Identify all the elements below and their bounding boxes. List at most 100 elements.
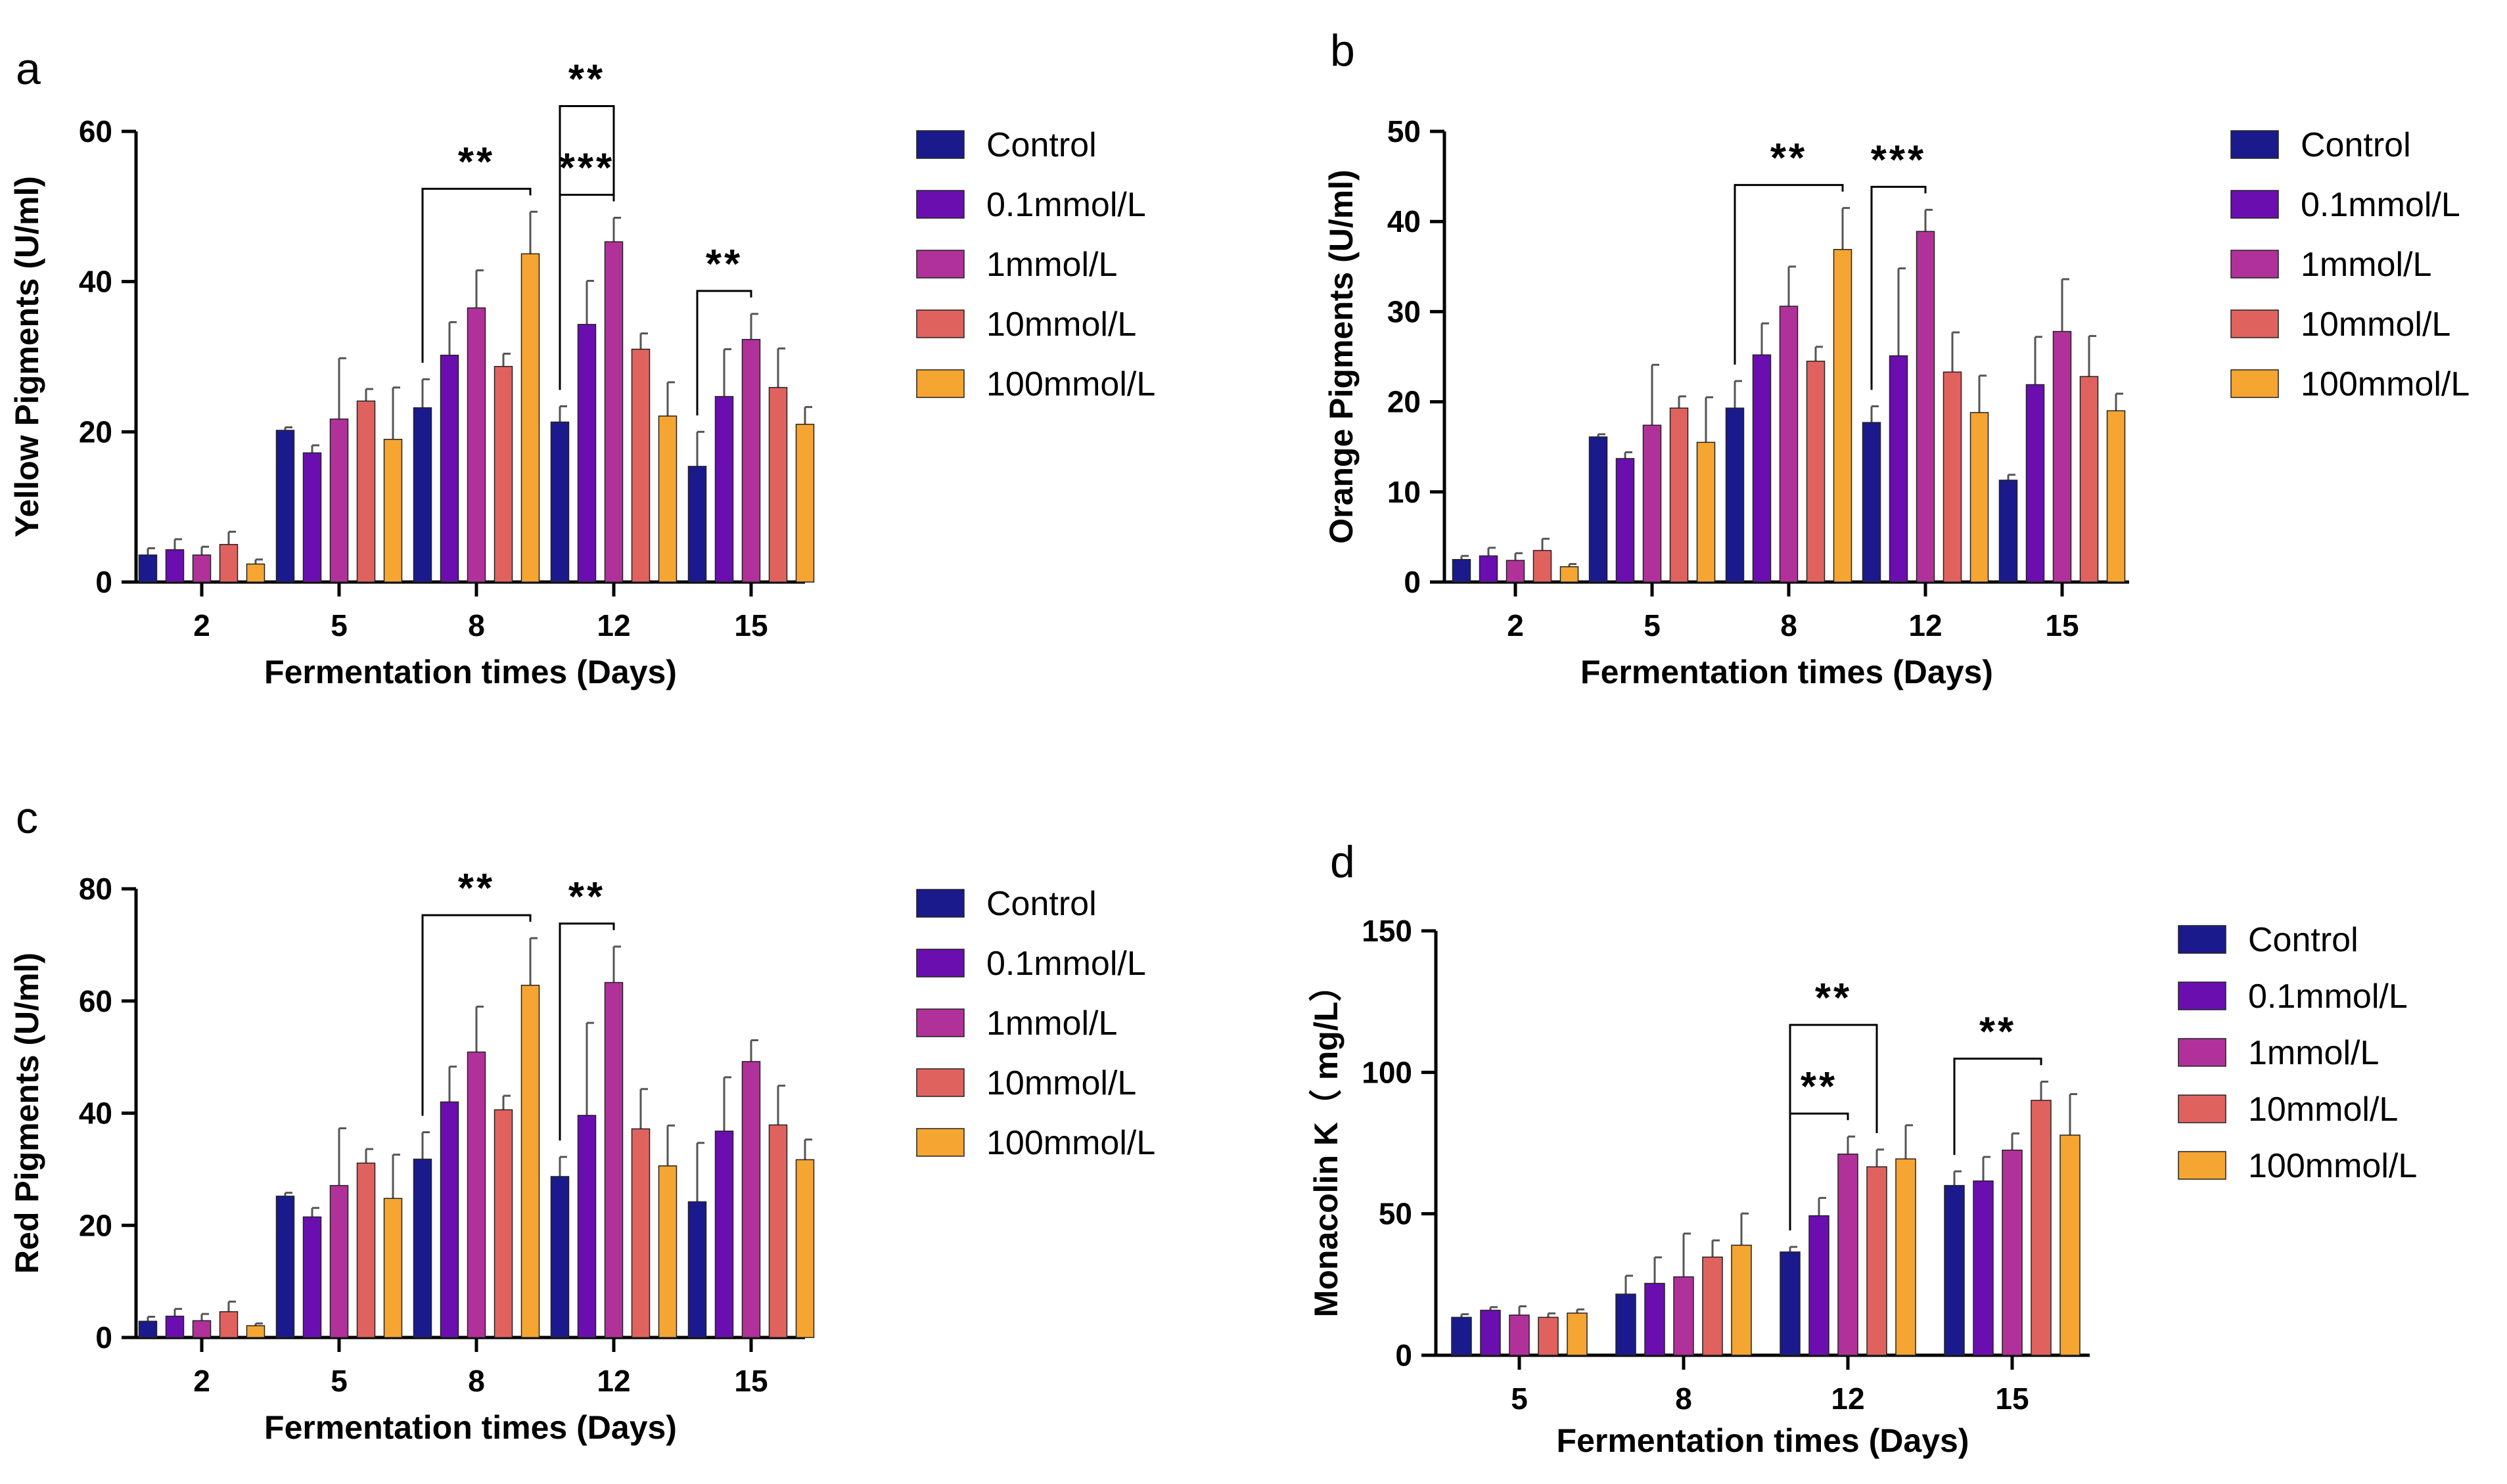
- significance-label: **: [1815, 976, 1852, 1021]
- bar-0.1mmol/L: [165, 549, 185, 583]
- bar-0.1mmol/L: [165, 1315, 185, 1338]
- legend-swatch: [2178, 1038, 2226, 1067]
- bar-1mmol/L: [741, 1061, 761, 1338]
- bar-Control: [550, 1176, 570, 1338]
- bar-100mmol/L: [246, 563, 265, 583]
- bar-100mmol/L: [1833, 248, 1852, 583]
- bar-10mmol/L: [1866, 1166, 1887, 1356]
- y-tick-label: 0: [1404, 565, 1421, 599]
- bar-100mmol/L: [1696, 441, 1716, 583]
- x-tick-label: 12: [1908, 608, 1942, 642]
- x-tick-label: 15: [2045, 608, 2079, 642]
- bar-Control: [1998, 480, 2018, 583]
- y-axis-title: Yellow Pigments (U/ml): [9, 176, 45, 537]
- bar-Control: [1944, 1184, 1965, 1356]
- legend-label: 10mmol/L: [986, 305, 1136, 344]
- legend-label: 1mmol/L: [2301, 246, 2431, 284]
- bar-1mmol/L: [192, 1320, 212, 1338]
- x-axis-title: Fermentation times (Days): [264, 1409, 677, 1446]
- bar-0.1mmol/L: [1644, 1282, 1665, 1356]
- legend-label: 100mmol/L: [986, 1124, 1155, 1162]
- bar-0.1mmol/L: [302, 1216, 322, 1338]
- legend-label: 100mmol/L: [2301, 365, 2470, 403]
- bar-1mmol/L: [1642, 424, 1662, 583]
- legend-swatch: [2178, 925, 2226, 954]
- x-tick-label: 2: [193, 608, 210, 642]
- y-tick-label: 0: [1395, 1338, 1412, 1372]
- legend-swatch: [2178, 1094, 2226, 1123]
- y-tick-label: 20: [79, 1208, 112, 1242]
- x-tick-label: 12: [597, 608, 630, 642]
- bar-10mmol/L: [356, 1162, 376, 1338]
- bar-100mmol/L: [1731, 1244, 1752, 1356]
- y-tick-label: 0: [95, 1320, 112, 1355]
- bar-0.1mmol/L: [302, 452, 322, 583]
- legend-label: 0.1mmol/L: [986, 945, 1146, 983]
- bar-100mmol/L: [246, 1325, 265, 1338]
- bar-Control: [1588, 436, 1608, 583]
- legend-swatch: [916, 369, 965, 398]
- bar-0.1mmol/L: [1973, 1180, 1994, 1356]
- bar-1mmol/L: [467, 1051, 486, 1338]
- significance-label: ***: [1871, 137, 1926, 183]
- bar-10mmol/L: [631, 348, 651, 583]
- bar-10mmol/L: [631, 1128, 651, 1338]
- legend-swatch: [916, 1008, 965, 1037]
- bar-10mmol/L: [1943, 371, 1962, 583]
- bar-1mmol/L: [329, 1184, 349, 1338]
- bar-10mmol/L: [2031, 1100, 2052, 1356]
- bar-100mmol/L: [383, 1198, 403, 1338]
- bar-Control: [275, 430, 295, 583]
- bar-100mmol/L: [1969, 412, 1989, 583]
- legend-swatch: [2230, 190, 2279, 219]
- legend-swatch: [2230, 250, 2279, 279]
- y-tick-label: 50: [1379, 1197, 1412, 1231]
- bar-100mmol/L: [2059, 1135, 2081, 1356]
- y-tick-label: 80: [79, 872, 112, 906]
- chart-panel-c: c 0 20 40 60 80 2 5 8 12 15 ** ** Red Pigments (U/ml)…: [9, 793, 1155, 1446]
- legend-label: 10mmol/L: [2248, 1091, 2398, 1129]
- bar-1mmol/L: [1509, 1315, 1530, 1356]
- x-tick-label: 5: [331, 1364, 348, 1398]
- bar-0.1mmol/L: [577, 1115, 597, 1338]
- bar-1mmol/L: [1673, 1276, 1694, 1356]
- panel-letter: b: [1330, 26, 1355, 76]
- bar-10mmol/L: [494, 1109, 513, 1338]
- bar-0.1mmol/L: [577, 324, 597, 583]
- y-tick-label: 40: [79, 265, 112, 299]
- y-axis-title: Monacolin K（ mg/L）: [1308, 969, 1345, 1318]
- significance-label: **: [1770, 136, 1807, 181]
- x-tick-label: 8: [1780, 608, 1797, 642]
- significance-bracket: [1734, 184, 1844, 365]
- bar-0.1mmol/L: [1889, 355, 1908, 583]
- bar-0.1mmol/L: [440, 1101, 459, 1338]
- bar-10mmol/L: [2079, 376, 2099, 583]
- chart-panel-d: d 0 50 100 150 5 8 12 15 ** ** ** Monacolin K（ mg/L）…: [1308, 837, 2417, 1459]
- legend-label: 0.1mmol/L: [2248, 978, 2408, 1016]
- x-tick-label: 15: [1995, 1382, 2029, 1416]
- significance-label: **: [568, 56, 605, 102]
- legend-swatch: [916, 130, 965, 159]
- significance-bracket: [559, 104, 615, 390]
- y-axis-title: Red Pigments (U/ml): [9, 953, 45, 1274]
- legend-label: 10mmol/L: [2301, 305, 2450, 344]
- legend-label: 1mmol/L: [986, 246, 1117, 284]
- y-tick-label: 0: [95, 565, 112, 599]
- bar-10mmol/L: [219, 544, 239, 583]
- legend-label: 0.1mmol/L: [2301, 186, 2460, 224]
- legend-label: Control: [986, 126, 1097, 164]
- significance-bracket: [421, 914, 532, 1116]
- x-tick-label: 8: [468, 1364, 485, 1398]
- bar-10mmol/L: [356, 400, 376, 583]
- y-axis-title: Orange Pigments (U/ml): [1323, 169, 1360, 544]
- bar-100mmol/L: [795, 1159, 815, 1338]
- bar-10mmol/L: [1702, 1256, 1723, 1356]
- bar-100mmol/L: [383, 439, 403, 583]
- bar-Control: [550, 421, 570, 583]
- legend-label: 1mmol/L: [986, 1004, 1117, 1043]
- bar-Control: [1862, 422, 1881, 583]
- bar-1mmol/L: [2052, 330, 2072, 583]
- bar-0.1mmol/L: [1615, 458, 1635, 583]
